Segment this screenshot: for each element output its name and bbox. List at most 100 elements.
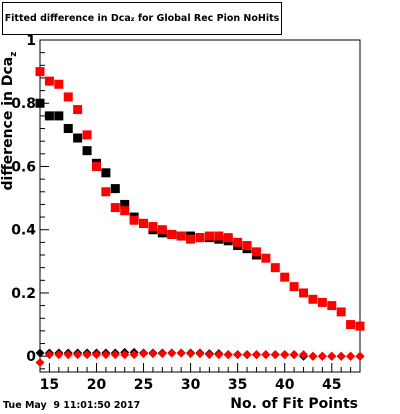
data-point-diamond: [336, 351, 346, 361]
data-point-square: [355, 321, 365, 331]
data-point-diamond: [251, 350, 261, 360]
data-point-square: [289, 282, 299, 292]
data-point-diamond: [327, 351, 337, 361]
data-point-diamond: [233, 350, 243, 360]
data-point-square: [110, 203, 120, 213]
data-point-diamond: [157, 349, 167, 359]
x-tick-label: 45: [322, 377, 341, 393]
data-point-square: [73, 105, 83, 115]
data-point-square: [251, 247, 261, 257]
data-point-diamond: [35, 348, 45, 358]
data-point-diamond: [299, 350, 309, 360]
data-point-square: [167, 229, 177, 239]
data-point-diamond: [270, 350, 280, 360]
chart-title-subscript: z: [130, 14, 135, 23]
data-point-square: [327, 301, 337, 311]
y-tick-label: 0.4: [11, 223, 36, 239]
y-tick-label: 1: [26, 33, 36, 49]
data-point-square: [317, 297, 327, 307]
data-point-diamond: [308, 351, 318, 361]
data-point-diamond: [148, 349, 158, 359]
data-point-square: [176, 231, 186, 241]
data-point-diamond: [346, 351, 356, 361]
data-point-diamond: [280, 350, 290, 360]
data-point-diamond: [63, 350, 73, 360]
y-tick-label: 0.6: [11, 159, 36, 175]
data-point-square: [101, 168, 111, 178]
data-point-square: [129, 215, 139, 225]
data-point-diamond: [261, 350, 271, 360]
data-point-square: [63, 124, 73, 134]
data-point-square: [82, 146, 92, 156]
data-point-diamond: [110, 350, 120, 360]
x-tick-label: 40: [275, 377, 295, 393]
data-point-diamond: [91, 350, 101, 360]
data-point-square: [35, 67, 45, 77]
data-point-diamond: [167, 348, 177, 358]
data-point-square: [204, 231, 214, 241]
x-tick-label: 35: [228, 377, 247, 393]
data-point-square: [280, 272, 290, 282]
data-point-square: [54, 79, 64, 89]
data-point-square: [157, 225, 167, 235]
y-axis-label-subscript: z: [8, 51, 19, 57]
data-point-diamond: [139, 349, 149, 359]
data-point-square: [336, 307, 346, 317]
data-point-square: [82, 130, 92, 140]
data-point-square: [91, 161, 101, 171]
data-point-square: [299, 288, 309, 298]
data-point-square: [120, 199, 130, 209]
data-point-diamond: [223, 350, 233, 360]
x-tick-label: 15: [40, 377, 59, 393]
x-axis-label: No. of Fit Points: [230, 396, 358, 412]
data-point-square: [346, 320, 356, 330]
timestamp: Tue May 9 11:01:50 2017: [3, 400, 141, 411]
data-point-diamond: [120, 350, 130, 360]
y-axis-label: difference in Dcaz: [0, 31, 22, 211]
data-point-square: [148, 222, 158, 232]
data-point-square: [195, 233, 205, 243]
y-tick-label: 0.8: [11, 96, 36, 112]
data-point-square: [110, 184, 120, 194]
data-point-diamond: [242, 350, 252, 360]
data-point-diamond: [73, 350, 83, 360]
data-point-square: [101, 187, 111, 197]
data-point-square: [270, 263, 280, 273]
data-point-diamond: [129, 350, 139, 360]
chart-title-rest: for Global Rec Pion NoHits: [134, 13, 280, 24]
data-point-diamond: [214, 350, 224, 360]
data-point-square: [214, 231, 224, 241]
data-point-diamond: [44, 350, 54, 360]
data-point-diamond: [82, 350, 92, 360]
data-point-square: [63, 92, 73, 102]
data-point-square: [223, 233, 233, 243]
data-point-square: [139, 218, 149, 228]
data-point-square: [44, 111, 54, 121]
y-tick-label: 0: [26, 349, 36, 365]
data-point-diamond: [204, 350, 214, 360]
y-axis-label-text: difference in Dca: [0, 56, 16, 191]
data-point-square: [44, 76, 54, 86]
chart-title: Fitted difference in Dca: [4, 13, 131, 24]
plot-frame: [39, 39, 361, 373]
data-point-diamond: [186, 349, 196, 359]
data-point-square: [186, 234, 196, 244]
data-point-square: [242, 241, 252, 251]
data-point-square: [73, 133, 83, 143]
data-point-diamond: [317, 351, 327, 361]
data-point-diamond: [101, 350, 111, 360]
chart-title-box: Fitted difference in Dca z for Global Rec…: [2, 2, 282, 35]
data-point-square: [54, 111, 64, 121]
data-point-square: [261, 253, 271, 263]
data-point-square: [120, 206, 130, 216]
data-point-diamond: [195, 349, 205, 359]
data-point-diamond: [54, 350, 64, 360]
data-point-square: [308, 294, 318, 304]
x-tick-label: 25: [134, 377, 153, 393]
x-tick-label: 30: [181, 377, 201, 393]
x-tick-label: 20: [87, 377, 107, 393]
data-point-diamond: [289, 350, 299, 360]
data-point-diamond: [355, 351, 365, 361]
data-point-square: [35, 98, 45, 108]
